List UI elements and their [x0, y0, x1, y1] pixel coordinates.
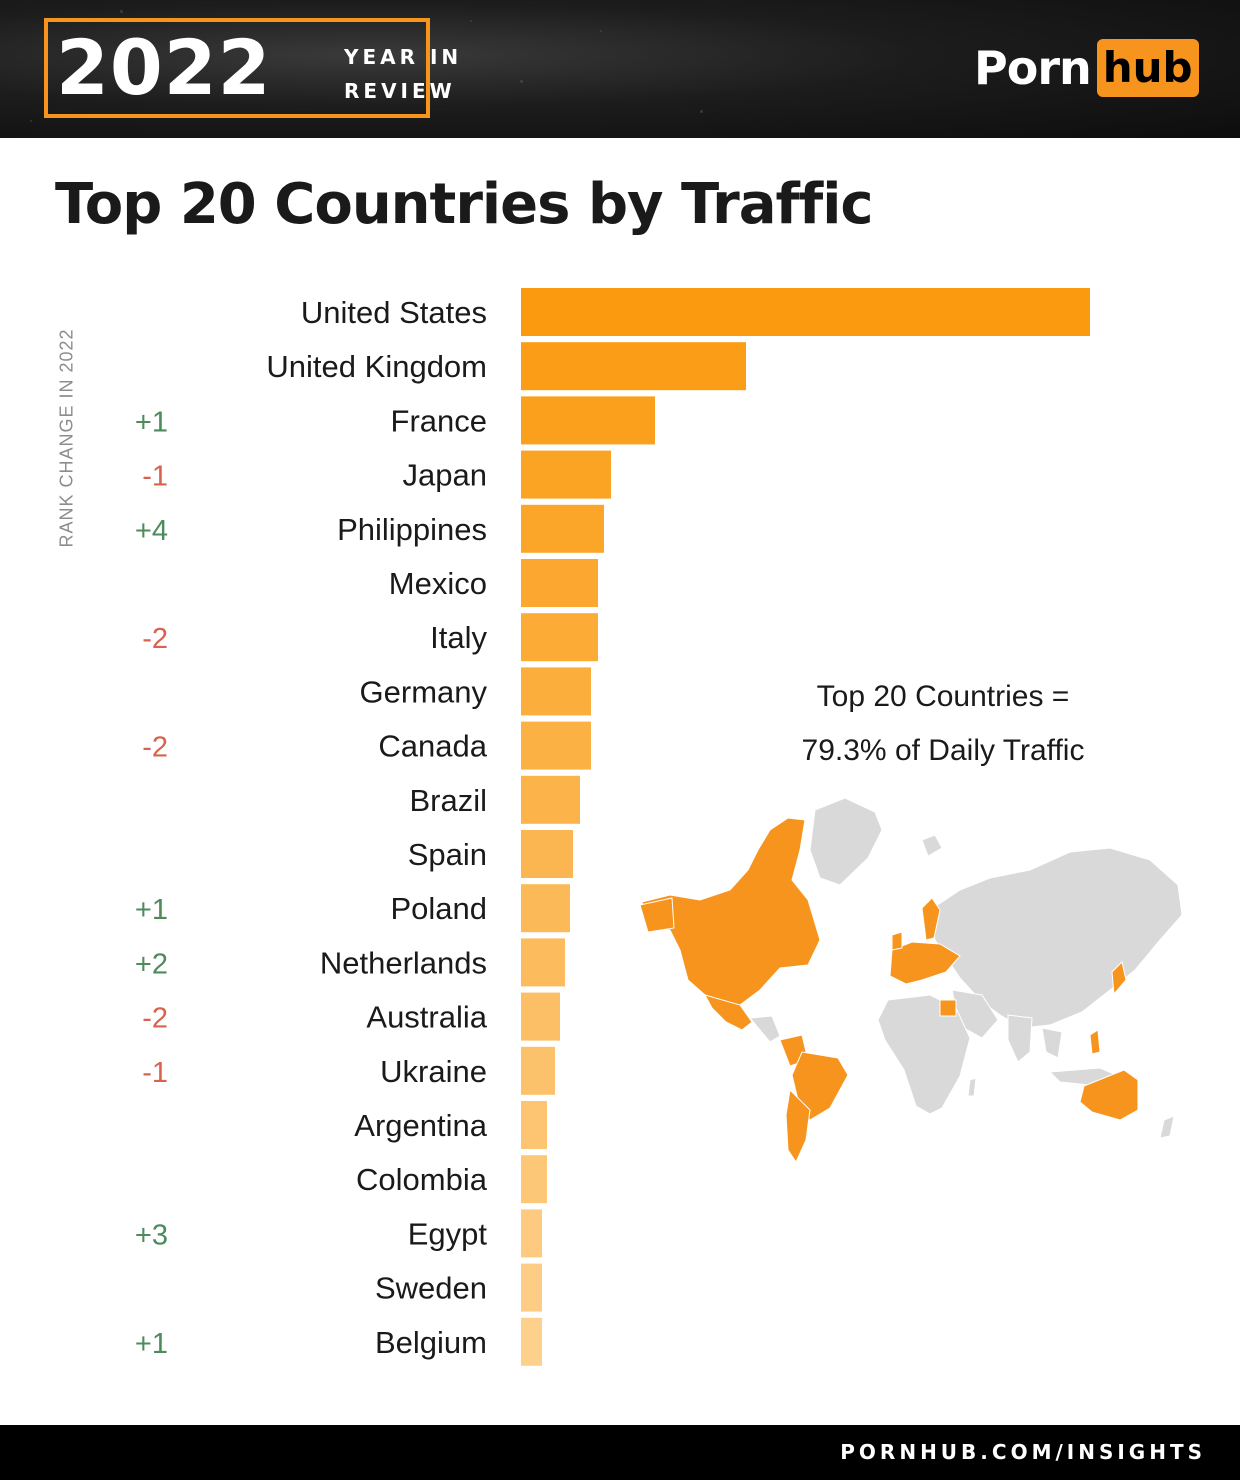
category-label: Sweden	[375, 1271, 487, 1306]
rank-change-value: +1	[135, 1328, 168, 1360]
category-label: Brazil	[409, 783, 487, 818]
category-label: Egypt	[408, 1216, 488, 1251]
category-label: Canada	[378, 729, 487, 764]
bar-italy	[521, 613, 598, 662]
bar-ukraine	[521, 1046, 555, 1095]
category-label: Colombia	[356, 1162, 488, 1197]
year-in-review-frame	[44, 18, 430, 118]
category-label: Italy	[430, 620, 487, 655]
bar-france	[521, 396, 655, 445]
category-label: Poland	[390, 891, 487, 926]
logo-right-text: hub	[1096, 39, 1199, 97]
category-label: Philippines	[337, 512, 487, 547]
category-label: Belgium	[375, 1325, 487, 1360]
footer-bar: PORNHUB.COM/INSIGHTS	[0, 1425, 1240, 1480]
bar-philippines	[521, 504, 604, 553]
chart-title: Top 20 Countries by Traffic	[55, 172, 874, 237]
bar-poland	[521, 884, 570, 933]
review-text: REVIEW	[344, 79, 456, 103]
category-label: Japan	[403, 458, 487, 493]
category-label: Netherlands	[320, 945, 487, 980]
insights-link[interactable]: PORNHUB.COM/INSIGHTS	[840, 1440, 1206, 1464]
traffic-share-annotation: Top 20 Countries = 79.3% of Daily Traffi…	[760, 670, 1126, 778]
rank-change-value: +3	[135, 1219, 168, 1251]
bar-canada	[521, 721, 591, 770]
bar-argentina	[521, 1101, 547, 1149]
bar-sweden	[521, 1263, 542, 1312]
bar-spain	[521, 830, 573, 878]
bar-colombia	[521, 1155, 547, 1204]
rank-change-value: -1	[142, 1057, 168, 1089]
bar-netherlands	[521, 938, 565, 987]
bar-germany	[521, 667, 591, 716]
bar-chart: United States United Kingdom France +1 Japan…	[135, 288, 1090, 1366]
rank-change-value: +4	[135, 515, 168, 547]
rank-change-value: -1	[142, 461, 168, 493]
rank-change-value: -2	[142, 623, 168, 655]
bar-united-states	[521, 288, 1090, 336]
annotation-line-2: 79.3% of Daily Traffic	[801, 734, 1085, 767]
header-banner: 2022 YEAR IN REVIEW Porn hub	[0, 0, 1240, 138]
year-number: 2022	[56, 23, 272, 112]
category-label: Spain	[408, 837, 487, 872]
category-label: Ukraine	[380, 1054, 487, 1089]
category-label: United States	[301, 295, 487, 330]
category-label: Mexico	[389, 566, 487, 601]
world-map-icon	[639, 797, 1183, 1164]
rank-change-value: +2	[135, 948, 168, 980]
rank-change-value: +1	[135, 894, 168, 926]
annotation-line-1: Top 20 Countries =	[816, 680, 1070, 713]
bar-australia	[521, 992, 560, 1041]
bar-mexico	[521, 559, 598, 607]
brand-logo[interactable]: Porn hub	[974, 38, 1199, 98]
category-label: Germany	[360, 674, 488, 709]
bar-united-kingdom	[521, 342, 746, 391]
category-label: France	[391, 403, 487, 438]
rank-change-value: +1	[135, 406, 168, 438]
bar-egypt	[521, 1209, 542, 1258]
bar-japan	[521, 450, 611, 499]
category-label: Australia	[366, 1000, 487, 1035]
rank-change-value: -2	[142, 1003, 168, 1035]
logo-left-text: Porn	[974, 41, 1092, 95]
category-label: Argentina	[354, 1108, 487, 1143]
year-in-review-label: YEAR IN REVIEW	[344, 40, 462, 108]
year-in-text: YEAR IN	[344, 45, 463, 69]
rank-change-value: -2	[142, 732, 168, 764]
bar-belgium	[521, 1317, 542, 1366]
category-label: United Kingdom	[266, 349, 487, 384]
bar-brazil	[521, 775, 580, 824]
